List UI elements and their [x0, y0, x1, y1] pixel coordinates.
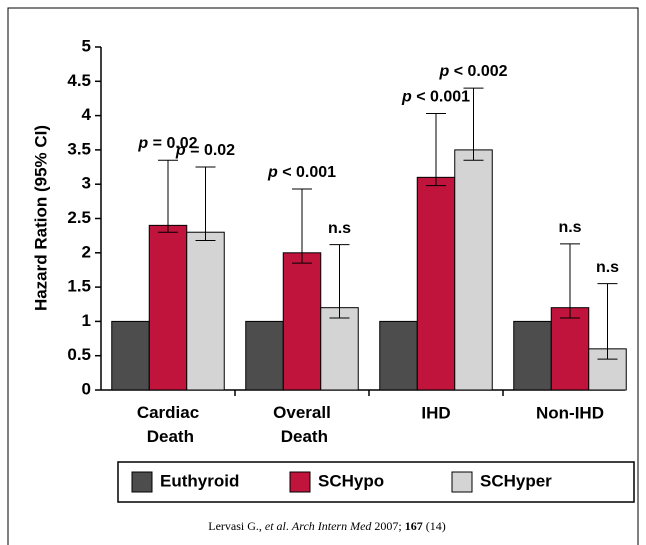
source-part: 2007;	[371, 519, 404, 533]
annotation: p < 0.001	[267, 164, 336, 181]
y-tick-label: 3.5	[67, 139, 91, 158]
annotation: p = 0.02	[137, 135, 197, 152]
error-bar	[292, 188, 312, 264]
bar	[379, 320, 418, 391]
bar	[148, 224, 188, 391]
frame	[7, 7, 639, 545]
error-bar	[329, 244, 350, 319]
y-tick-label: 4	[82, 105, 92, 124]
legend-box	[117, 461, 635, 503]
bar	[282, 252, 322, 391]
source-part: Lervasi G.,	[208, 519, 265, 533]
legend-label: Euthyroid	[160, 471, 239, 490]
source-part: (14)	[423, 519, 446, 533]
bar	[550, 307, 590, 391]
bar	[320, 307, 359, 391]
y-tick-label: 3	[82, 174, 91, 193]
y-tick-label: 2	[82, 242, 91, 261]
y-tick-label: 4.5	[67, 71, 91, 90]
error-bar	[426, 113, 446, 187]
x-tick-label: Non-IHD	[536, 403, 604, 422]
y-tick-label: 0	[82, 379, 91, 398]
x-tick-label: Cardiac Death	[137, 403, 199, 446]
annotation: n.s	[328, 220, 351, 237]
legend-swatch	[131, 471, 153, 493]
source-part: Arch Intern Med	[291, 519, 373, 533]
source: Lervasi G., et al. Arch Intern Med 2007;…	[208, 519, 446, 533]
error-bar	[158, 159, 178, 233]
error-bar	[560, 243, 580, 319]
annotation: n.s	[596, 259, 619, 276]
legend-label: SCHypo	[318, 471, 384, 490]
bar	[513, 320, 552, 391]
error-bar	[195, 166, 216, 241]
annotation: n.s	[558, 219, 581, 236]
bar	[111, 320, 150, 391]
x-tick-label: Overall Death	[273, 403, 331, 446]
y-tick-label: 1.5	[67, 277, 91, 296]
bar	[454, 149, 493, 391]
bar	[186, 231, 225, 391]
y-axis-label: Hazard Ration (95% CI)	[31, 125, 50, 311]
legend-swatch	[289, 471, 311, 493]
error-bar	[597, 283, 618, 360]
y-tick-label: 1	[82, 311, 91, 330]
legend-label: SCHyper	[480, 471, 552, 490]
source-part: et al	[265, 519, 287, 533]
y-tick-label: 5	[82, 36, 91, 55]
bar	[416, 176, 456, 391]
x-tick-label: IHD	[421, 403, 450, 422]
bar	[245, 320, 284, 391]
y-tick-label: 0.5	[67, 345, 91, 364]
error-bar	[463, 87, 484, 161]
annotation: p = 0.02	[175, 142, 235, 159]
legend-swatch	[451, 471, 473, 493]
y-tick-label: 2.5	[67, 208, 91, 227]
source-part: 167	[405, 519, 423, 533]
annotation: p < 0.002	[438, 63, 507, 80]
source-part: .	[286, 519, 292, 533]
annotation: p < 0.001	[401, 89, 470, 106]
